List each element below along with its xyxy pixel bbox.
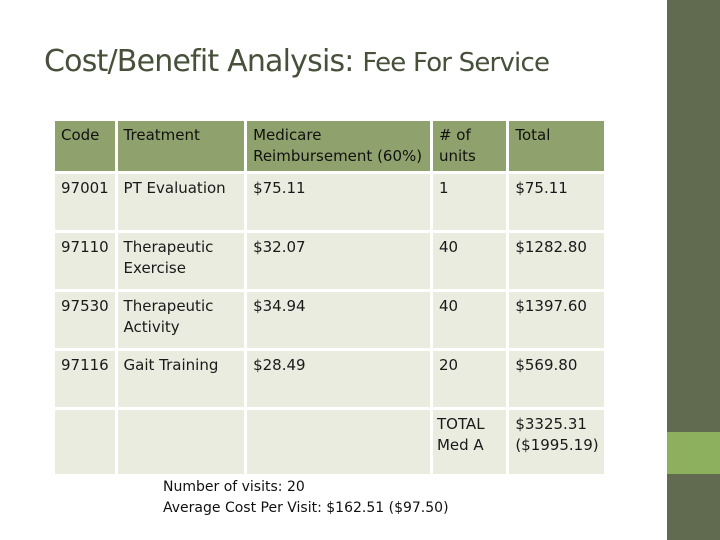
cell-units: 40 — [432, 292, 507, 348]
slide-title: Cost/Benefit Analysis: Fee For Service — [44, 44, 550, 79]
cell-reimbursement: $75.11 — [247, 174, 430, 230]
header-code: Code — [55, 121, 115, 171]
cell-units: 20 — [432, 351, 507, 407]
cell-treatment: Gait Training — [117, 351, 245, 407]
header-total: Total — [509, 121, 604, 171]
slide-subtitle: Fee For Service — [362, 48, 550, 78]
table-row: 97116 Gait Training $28.49 20 $569.80 — [55, 351, 604, 407]
cell-empty — [247, 410, 430, 474]
cell-reimbursement: $32.07 — [247, 233, 430, 289]
cell-empty — [117, 410, 245, 474]
header-medicare-reimbursement: Medicare Reimbursement (60%) — [247, 121, 430, 171]
table-row: 97001 PT Evaluation $75.11 1 $75.11 — [55, 174, 604, 230]
right-decor-accent — [667, 432, 720, 474]
cell-reimbursement: $34.94 — [247, 292, 430, 348]
slide-title-main: Cost/Benefit Analysis: — [44, 44, 354, 79]
header-treatment: Treatment — [117, 121, 245, 171]
cost-benefit-table: Code Treatment Medicare Reimbursement (6… — [52, 118, 607, 477]
cell-code: 97530 — [55, 292, 115, 348]
cell-treatment: Therapeutic Exercise — [117, 233, 245, 289]
table-row: 97530 Therapeutic Activity $34.94 40 $13… — [55, 292, 604, 348]
visits-count-text: Number of visits: 20 — [163, 479, 305, 495]
cell-units: 1 — [432, 174, 507, 230]
cell-units: 40 — [432, 233, 507, 289]
cell-code: 97116 — [55, 351, 115, 407]
total-label: TOTAL Med A — [432, 410, 507, 474]
visit-summary: Number of visits: 20 Average Cost Per Vi… — [163, 477, 449, 519]
cell-code: 97110 — [55, 233, 115, 289]
cell-total: $1397.60 — [509, 292, 604, 348]
cell-total: $75.11 — [509, 174, 604, 230]
cell-total: $569.80 — [509, 351, 604, 407]
cell-treatment: PT Evaluation — [117, 174, 245, 230]
cell-total: $1282.80 — [509, 233, 604, 289]
cell-treatment: Therapeutic Activity — [117, 292, 245, 348]
average-cost-text: Average Cost Per Visit: $162.51 ($97.50) — [163, 500, 449, 516]
cell-code: 97001 — [55, 174, 115, 230]
table-header-row: Code Treatment Medicare Reimbursement (6… — [55, 121, 604, 171]
table-total-row: TOTAL Med A $3325.31 ($1995.19) — [55, 410, 604, 474]
header-units: # of units — [432, 121, 507, 171]
table-row: 97110 Therapeutic Exercise $32.07 40 $12… — [55, 233, 604, 289]
cell-empty — [55, 410, 115, 474]
total-value: $3325.31 ($1995.19) — [509, 410, 604, 474]
cell-reimbursement: $28.49 — [247, 351, 430, 407]
